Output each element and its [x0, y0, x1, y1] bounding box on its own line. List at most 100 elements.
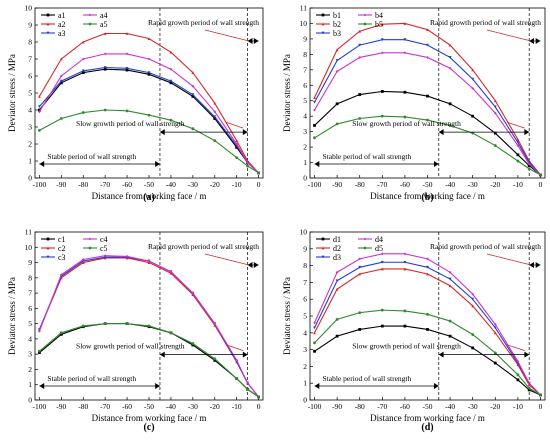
- x-tick-label: -90: [332, 180, 342, 189]
- legend-swatch-marker: [46, 255, 50, 259]
- x-tick-label: -40: [166, 180, 176, 189]
- data-point-c4: [59, 273, 63, 277]
- x-tick-label: -50: [144, 402, 154, 411]
- data-point-a3: [169, 79, 173, 83]
- x-tick-label: -60: [400, 180, 410, 189]
- x-tick-label: -70: [100, 180, 110, 189]
- data-point-d2: [426, 272, 429, 276]
- legend-label: b5: [375, 20, 383, 29]
- data-point-b5: [539, 173, 542, 177]
- y-tick-label: 2: [303, 362, 307, 371]
- arrow-head: [247, 38, 253, 44]
- data-point-d4: [313, 321, 316, 325]
- data-point-a2: [169, 50, 173, 54]
- annotation-stable: Stable period of wall strength: [323, 152, 412, 161]
- data-point-d2: [358, 272, 362, 276]
- data-point-a4: [169, 67, 173, 71]
- data-point-c5: [191, 342, 195, 345]
- arrow-head: [39, 383, 45, 389]
- annotation-rapid-growth: Rapid growth period of wall strength: [430, 18, 541, 27]
- data-point-d3: [335, 279, 339, 283]
- data-point-a3: [81, 69, 85, 73]
- data-point-d1: [313, 349, 316, 353]
- data-point-b2: [358, 29, 362, 33]
- data-point-c4: [37, 329, 41, 333]
- series-line-d4: [314, 253, 541, 396]
- arrow-head: [524, 129, 530, 136]
- data-point-c4: [169, 270, 173, 274]
- series-b5: [313, 114, 542, 177]
- x-tick-label: -70: [377, 402, 387, 411]
- data-point-c5: [257, 395, 261, 399]
- legend-swatch-marker: [46, 22, 50, 26]
- data-point-b3: [448, 56, 452, 59]
- data-point-d4: [335, 270, 339, 274]
- data-point-b2: [313, 96, 316, 100]
- x-tick-label: -90: [332, 402, 342, 411]
- data-point-a5: [235, 156, 239, 160]
- arrow-head: [535, 262, 541, 268]
- data-point-d2: [313, 331, 316, 335]
- y-tick-label: 3: [28, 123, 32, 132]
- legend-label: c2: [58, 244, 66, 253]
- y-tick-label: 4: [28, 334, 32, 343]
- data-point-d5: [493, 351, 497, 355]
- data-point-c4: [103, 254, 107, 258]
- data-point-a4: [81, 57, 85, 61]
- x-tick-label: -30: [468, 180, 478, 189]
- data-point-a4: [103, 52, 107, 56]
- chart-panel-1: -100 -90 -80 -70 -60 -50 -40 -30 -20 -10 001234567…: [7, 4, 264, 203]
- series-line-a5: [39, 109, 259, 174]
- x-tick-label: -20: [210, 180, 220, 189]
- arrow-head: [253, 38, 259, 44]
- y-tick-label: 3: [303, 127, 307, 136]
- data-point-c4: [246, 381, 250, 385]
- data-point-c5: [169, 331, 173, 335]
- series-line-d3: [314, 261, 541, 396]
- arrow-head: [242, 129, 248, 136]
- data-point-b3: [335, 59, 339, 62]
- data-point-b2: [426, 28, 429, 32]
- y-axis-title: Deviator stress / MPa: [282, 277, 292, 355]
- x-axis-title: Distance from working face / m: [92, 191, 207, 201]
- x-tick-label: -50: [423, 402, 433, 411]
- data-point-b2: [471, 68, 475, 72]
- y-tick-label: 3: [303, 345, 307, 354]
- y-tick-label: 6: [28, 304, 32, 313]
- legend-swatch-marker: [363, 13, 367, 17]
- arrow-head: [438, 129, 444, 136]
- x-axis-title: Distance from working face / m: [370, 413, 485, 423]
- data-point-b1: [403, 90, 407, 94]
- annotation-rapid-growth: Rapid growth period of wall strength: [430, 242, 541, 251]
- data-point-b1: [493, 131, 497, 135]
- x-tick-label: -60: [122, 402, 132, 411]
- legend-label: a4: [100, 11, 108, 20]
- x-tick-label: -60: [122, 180, 132, 189]
- y-tick-label: 10: [25, 243, 33, 252]
- data-point-a2: [37, 95, 41, 98]
- data-point-a5: [257, 171, 261, 175]
- x-tick-label: 0: [539, 402, 543, 411]
- legend-label: b3: [333, 29, 341, 38]
- data-point-b5: [313, 136, 316, 140]
- data-point-d1: [448, 334, 452, 338]
- data-point-d1: [335, 334, 339, 338]
- annotation-stable: Stable period of wall strength: [47, 374, 136, 383]
- legend-label: c5: [100, 244, 108, 253]
- data-point-d4: [380, 252, 384, 256]
- data-point-b5: [335, 122, 339, 126]
- data-point-a5: [213, 139, 217, 143]
- data-point-d5: [403, 309, 407, 313]
- data-point-c4: [81, 258, 85, 261]
- x-tick-label: -50: [144, 180, 154, 189]
- series-c5: [37, 322, 261, 399]
- data-point-a5: [147, 113, 151, 117]
- data-point-d1: [403, 324, 407, 328]
- data-point-d3: [403, 260, 407, 264]
- data-point-d1: [358, 328, 362, 331]
- data-point-b4: [527, 162, 531, 166]
- y-tick-label: 10: [300, 228, 308, 237]
- y-tick-label: 6: [303, 295, 307, 304]
